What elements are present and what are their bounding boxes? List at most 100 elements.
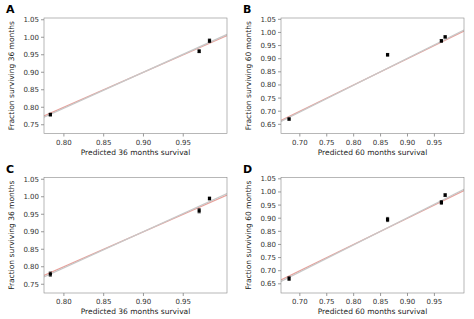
error-bar — [440, 201, 443, 205]
point — [440, 201, 443, 204]
y-tick — [41, 266, 44, 267]
y-tick-label: 0.80 — [260, 241, 276, 249]
x-axis-label: Predicted 60 months survival — [318, 148, 428, 157]
data-group — [281, 30, 464, 121]
x-axis-label: Predicted 36 months survival — [81, 307, 191, 316]
y-tick — [278, 257, 281, 258]
y-tick — [278, 124, 281, 125]
error-bar — [287, 118, 290, 120]
y-tick — [41, 19, 44, 20]
y-tick-label: 0.85 — [23, 86, 39, 94]
x-tick — [434, 293, 435, 296]
y-tick-label: 0.95 — [23, 211, 39, 219]
x-tick-label: 0.75 — [319, 139, 335, 147]
x-tick — [183, 293, 184, 296]
y-tick — [41, 249, 44, 250]
x-axis-label: Predicted 60 months survival — [318, 307, 428, 316]
y-tick — [278, 231, 281, 232]
y-tick-label: 0.70 — [260, 267, 276, 275]
point — [198, 50, 201, 53]
x-tick — [63, 134, 64, 137]
y-axis-label: Fraction surviving 36 months — [7, 181, 16, 290]
plot-background — [44, 18, 227, 134]
y-tick-label: 0.85 — [260, 68, 276, 76]
y-tick — [278, 205, 281, 206]
line — [44, 194, 227, 277]
x-tick-label: 0.90 — [400, 139, 416, 147]
x-tick-label: 0.80 — [56, 139, 72, 147]
y-tick-label: 0.85 — [260, 228, 276, 236]
plot-background — [281, 18, 464, 134]
x-axis-label: Predicted 36 months survival — [81, 148, 191, 157]
y-tick — [278, 84, 281, 85]
data-group — [44, 34, 227, 117]
y-tick-label: 0.80 — [23, 104, 39, 112]
y-tick-label: 1.05 — [23, 176, 39, 184]
data-group — [44, 194, 227, 277]
y-tick-label: 0.90 — [23, 69, 39, 77]
x-tick-label: 0.75 — [319, 298, 335, 306]
plot-background — [281, 178, 464, 294]
x-tick — [103, 293, 104, 296]
point — [208, 197, 211, 200]
y-axis-label: Fraction surviving 36 months — [7, 21, 16, 130]
y-tick — [41, 54, 44, 55]
y-tick — [41, 179, 44, 180]
line — [281, 189, 464, 281]
error-bar — [198, 50, 201, 53]
y-tick — [278, 244, 281, 245]
y-tick-label: 0.75 — [260, 95, 276, 103]
x-tick — [434, 134, 435, 137]
y-tick-label: 0.80 — [260, 81, 276, 89]
error-bar — [49, 272, 52, 276]
error-bar — [49, 113, 52, 116]
y-tick-label: 1.00 — [23, 193, 39, 201]
line — [281, 30, 464, 121]
y-tick — [278, 58, 281, 59]
x-tick — [407, 293, 408, 296]
y-tick — [278, 218, 281, 219]
error-bar — [444, 194, 447, 197]
y-tick-label: 1.05 — [23, 16, 39, 24]
x-tick-label: 0.70 — [292, 298, 308, 306]
x-tick-label: 0.95 — [175, 298, 191, 306]
panel-label: C — [6, 163, 14, 176]
y-tick-label: 0.90 — [23, 228, 39, 236]
x-tick-label: 0.90 — [136, 139, 152, 147]
x-tick — [353, 134, 354, 137]
x-tick — [353, 293, 354, 296]
panel: 0.700.750.800.850.900.950.650.700.750.80… — [243, 163, 464, 317]
x-tick — [326, 134, 327, 137]
line — [44, 34, 227, 117]
y-tick — [278, 19, 281, 20]
point — [287, 277, 290, 280]
y-tick — [278, 283, 281, 284]
error-bar — [287, 277, 290, 281]
x-tick-label: 0.90 — [400, 298, 416, 306]
x-tick — [407, 134, 408, 137]
y-tick — [41, 124, 44, 125]
data-group — [281, 189, 464, 281]
chart-svg: 0.80 0.85 0.90 0.95 0.75 0.80 0.85 0.90 0.95 1.00… — [0, 0, 474, 319]
x-tick — [63, 293, 64, 296]
x-tick-label: 0.85 — [96, 139, 112, 147]
y-tick-label: 0.75 — [260, 254, 276, 262]
y-tick — [41, 107, 44, 108]
y-tick-label: 0.80 — [23, 263, 39, 271]
x-tick — [143, 134, 144, 137]
y-tick — [278, 71, 281, 72]
x-tick-label: 0.80 — [56, 298, 72, 306]
x-tick-label: 0.95 — [427, 139, 443, 147]
y-tick — [278, 270, 281, 271]
panel: 0.800.850.900.950.750.800.850.900.951.00… — [6, 163, 227, 317]
error-bar — [386, 53, 389, 56]
y-tick — [41, 196, 44, 197]
y-tick — [41, 72, 44, 73]
point — [386, 218, 389, 221]
y-tick-label: 0.75 — [23, 281, 39, 289]
x-tick — [299, 134, 300, 137]
error-bar — [198, 209, 201, 213]
panel-label: A — [6, 3, 15, 16]
y-axis-label: Fraction surviving 60 months — [244, 181, 253, 290]
point — [287, 117, 290, 120]
